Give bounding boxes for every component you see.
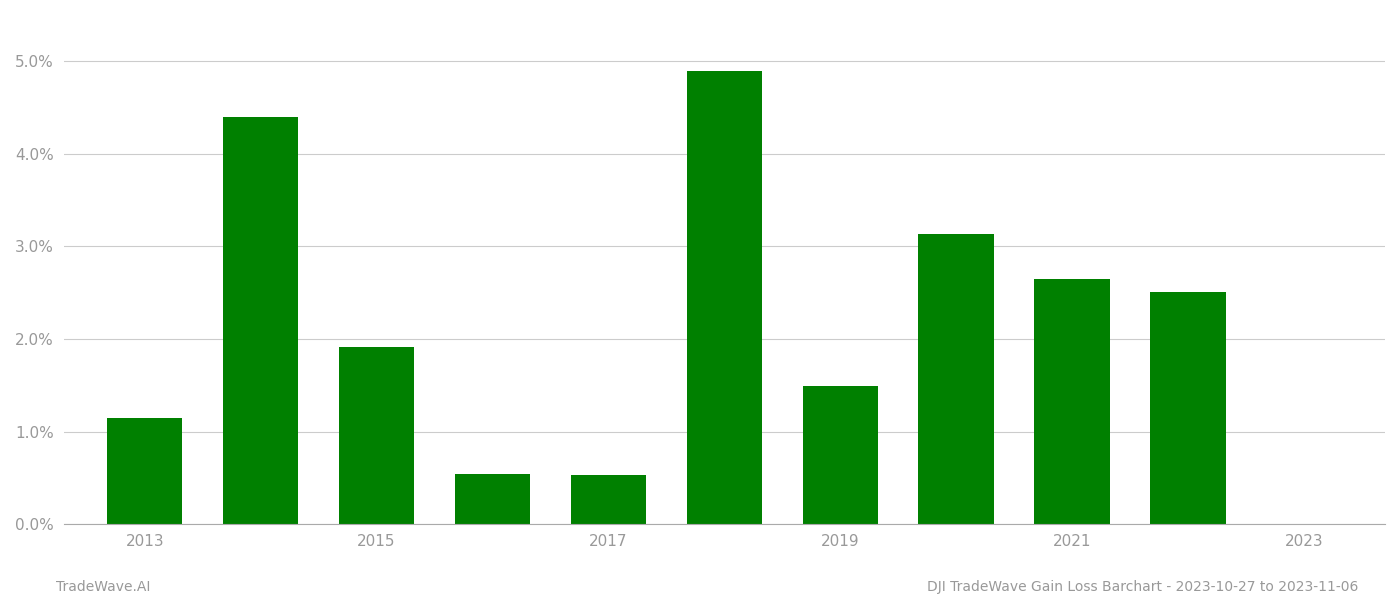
Text: TradeWave.AI: TradeWave.AI: [56, 580, 150, 594]
Bar: [106, 418, 182, 524]
Bar: [1151, 292, 1225, 524]
Bar: [1035, 279, 1110, 524]
Bar: [686, 71, 762, 524]
Bar: [455, 474, 531, 524]
Bar: [223, 117, 298, 524]
Bar: [571, 475, 645, 524]
Text: DJI TradeWave Gain Loss Barchart - 2023-10-27 to 2023-11-06: DJI TradeWave Gain Loss Barchart - 2023-…: [927, 580, 1358, 594]
Bar: [802, 386, 878, 524]
Bar: [339, 347, 414, 524]
Bar: [918, 233, 994, 524]
